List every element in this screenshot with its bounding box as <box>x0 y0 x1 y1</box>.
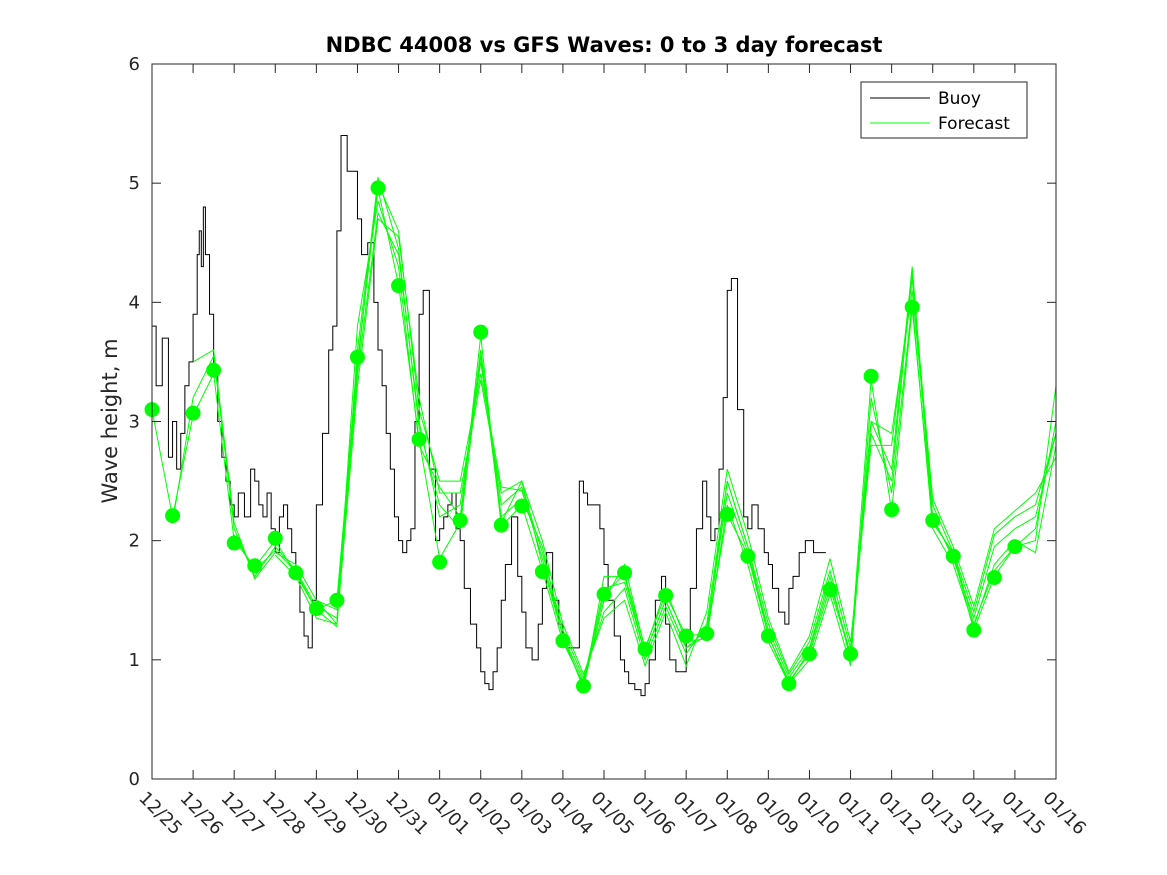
forecast-marker-point <box>843 646 859 662</box>
forecast-marker-point <box>370 180 386 196</box>
x-tick-label: 01/05 <box>586 788 638 840</box>
forecast-marker-point <box>391 278 407 294</box>
x-tick-label: 01/10 <box>792 788 844 840</box>
y-tick-label: 3 <box>129 412 140 433</box>
forecast-marker-point <box>575 678 591 694</box>
legend-box <box>860 81 1028 139</box>
x-tick-label: 12/29 <box>299 788 351 840</box>
y-tick-label: 4 <box>129 292 140 313</box>
forecast-marker-point <box>432 554 448 570</box>
x-tick-label: 01/07 <box>669 788 721 840</box>
x-tick-label: 12/28 <box>258 788 310 840</box>
buoy-series-line <box>152 135 826 697</box>
forecast-marker-point <box>596 586 612 602</box>
forecast-marker-point <box>925 512 941 528</box>
forecast-marker-point <box>185 405 201 421</box>
y-tick-label: 0 <box>129 769 140 790</box>
forecast-marker-point <box>308 601 324 617</box>
x-tick-label: 01/13 <box>915 788 967 840</box>
legend: Buoy Forecast <box>860 81 1028 139</box>
forecast-marker-point <box>206 362 222 378</box>
x-tick-label: 01/08 <box>710 788 762 840</box>
forecast-marker-point <box>617 565 633 581</box>
axes-background <box>152 64 1056 779</box>
x-tick-label: 01/16 <box>1038 788 1090 840</box>
forecast-marker-point <box>966 622 982 638</box>
forecast-marker-point <box>801 646 817 662</box>
plot-area: 0 1 2 3 4 5 6 12/2512/2612/2712/2812/2912/3012/… <box>129 54 1090 839</box>
y-tick-label: 2 <box>129 531 140 552</box>
legend-forecast-label: Forecast <box>938 114 1010 134</box>
forecast-marker-point <box>986 570 1002 586</box>
forecast-marker-point <box>658 587 674 603</box>
x-tick-label: 01/11 <box>833 788 885 840</box>
forecast-marker-point <box>247 558 263 574</box>
x-tick-label: 12/31 <box>381 788 433 840</box>
x-tick-label: 01/15 <box>997 788 1049 840</box>
x-tick-label: 12/30 <box>340 788 392 840</box>
x-tick-label: 01/14 <box>956 788 1008 840</box>
forecast-marker-point <box>452 512 468 528</box>
chart-title: NDBC 44008 vs GFS Waves: 0 to 3 day fore… <box>326 33 883 57</box>
forecast-marker-point <box>822 582 838 598</box>
y-axis-label: Wave height, m <box>98 338 122 503</box>
forecast-marker-point <box>165 508 181 524</box>
forecast-marker-point <box>678 628 694 644</box>
x-tick-label: 01/04 <box>545 788 597 840</box>
forecast-marker-point <box>514 498 530 514</box>
x-tick-label: 01/01 <box>422 788 474 840</box>
x-tick-label: 12/26 <box>176 788 228 840</box>
x-tick-label: 01/09 <box>751 788 803 840</box>
y-tick-label: 5 <box>129 173 140 194</box>
forecast-marker-point <box>267 530 283 546</box>
forecast-marker-point <box>493 517 509 533</box>
x-tick-label: 01/03 <box>504 788 556 840</box>
forecast-marker-point <box>226 535 242 551</box>
forecast-marker-point <box>945 548 961 564</box>
forecast-marker-point <box>473 324 489 340</box>
forecast-marker-point <box>740 548 756 564</box>
x-tick-label: 12/27 <box>217 788 269 840</box>
x-tick-label: 01/02 <box>463 788 515 840</box>
forecast-marker-point <box>555 633 571 649</box>
forecast-marker-point <box>884 502 900 518</box>
forecast-marker-point <box>719 506 735 522</box>
forecast-marker-point <box>1007 539 1023 555</box>
forecast-marker-point <box>534 564 550 580</box>
forecast-marker-point <box>904 299 920 315</box>
y-tick-label: 6 <box>129 54 140 75</box>
forecast-marker-point <box>329 592 345 608</box>
forecast-marker-point <box>637 641 653 657</box>
forecast-marker-point <box>288 565 304 581</box>
forecast-marker-point <box>781 676 797 692</box>
forecast-marker-point <box>760 628 776 644</box>
forecast-marker-point <box>863 368 879 384</box>
x-tick-label: 01/06 <box>628 788 680 840</box>
forecast-marker-point <box>349 349 365 365</box>
forecast-marker-point <box>411 431 427 447</box>
y-tick-label: 1 <box>129 650 140 671</box>
legend-buoy-label: Buoy <box>938 89 981 109</box>
x-tick-label: 12/25 <box>134 788 186 840</box>
forecast-marker-point <box>699 626 715 642</box>
x-tick-label: 01/12 <box>874 788 926 840</box>
